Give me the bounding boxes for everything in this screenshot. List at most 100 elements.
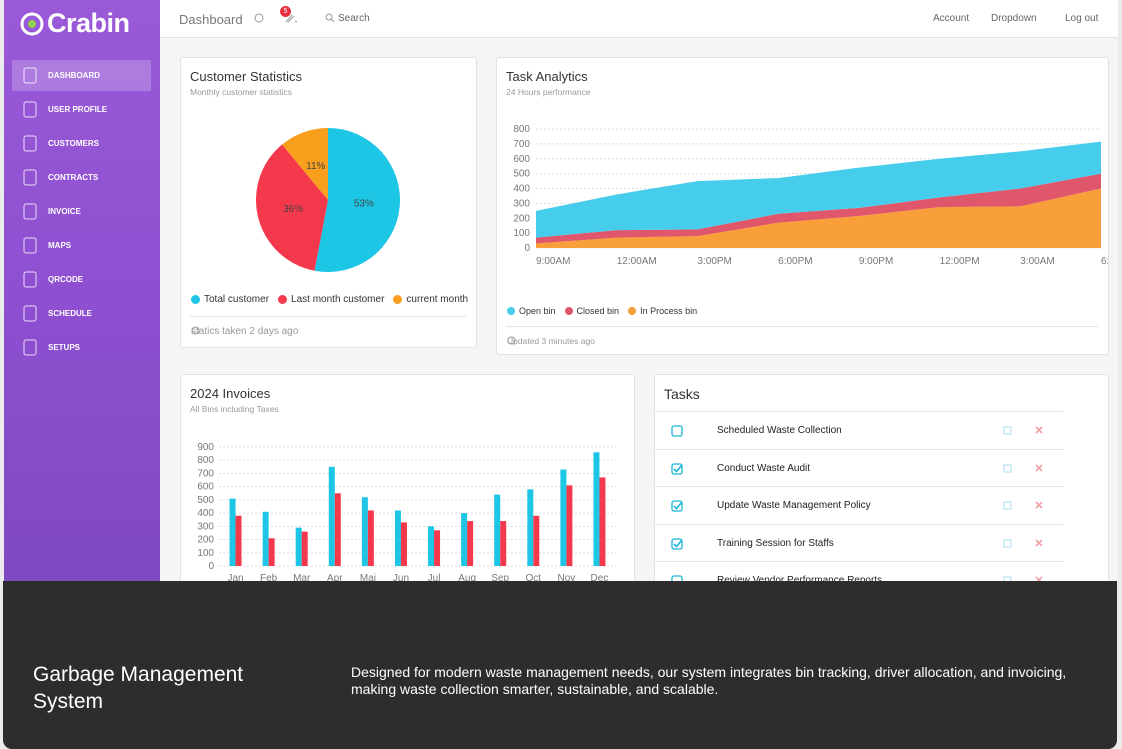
x-tick-label: 3:00PM bbox=[697, 256, 731, 267]
x-tick-label: 9:00PM bbox=[859, 256, 893, 267]
menu-item[interactable]: QRCODE bbox=[12, 264, 151, 295]
legend-item: Closed bin bbox=[564, 306, 619, 316]
x-tick-label: 9:00AM bbox=[536, 256, 570, 267]
notification-icon[interactable] bbox=[284, 12, 298, 24]
legend-swatch bbox=[393, 295, 403, 304]
card-subtitle: Monthly customer statistics bbox=[190, 87, 293, 97]
edit-button[interactable] bbox=[1003, 463, 1013, 473]
checkbox-box bbox=[671, 462, 683, 475]
task-checkbox[interactable] bbox=[671, 500, 683, 512]
edit-button[interactable] bbox=[1003, 500, 1013, 510]
delete-button[interactable] bbox=[1035, 501, 1043, 509]
card-footer: statics taken 2 days ago bbox=[191, 326, 298, 337]
pie-label: 11% bbox=[306, 161, 325, 172]
task-text: Scheduled Waste Collection bbox=[717, 425, 842, 436]
x-tick-label: Sep bbox=[491, 573, 509, 581]
menu-item[interactable]: SETUPS bbox=[12, 332, 151, 363]
bar bbox=[461, 513, 468, 566]
menu-item[interactable]: CONTRACTS bbox=[12, 162, 151, 193]
y-tick-label: 200 bbox=[197, 535, 214, 546]
notification-badge: 5 bbox=[280, 6, 291, 17]
menu-label: MAPS bbox=[48, 241, 72, 250]
x-tick-label: Jan bbox=[227, 573, 243, 581]
task-checkbox[interactable] bbox=[671, 462, 683, 475]
legend-item: Open bin bbox=[507, 306, 556, 316]
menu-item[interactable]: USER PROFILE bbox=[12, 94, 151, 125]
icon-shape bbox=[1003, 464, 1012, 472]
icon-shape bbox=[23, 305, 37, 322]
nav-link[interactable]: Dropdown bbox=[991, 13, 1037, 24]
menu-item[interactable]: SCHEDULE bbox=[12, 298, 151, 329]
nav-link[interactable]: Account bbox=[933, 13, 970, 24]
bar bbox=[593, 452, 600, 566]
sidebar: Crabin DASHBOARD USER PROFILE CUSTOMERS CON… bbox=[4, 0, 160, 581]
edit-button[interactable] bbox=[1003, 575, 1013, 581]
card-subtitle: All Bins including Taxes bbox=[190, 404, 279, 414]
pie-slice bbox=[314, 128, 400, 272]
globe-icon[interactable] bbox=[254, 13, 264, 23]
x-tick-label: Mar bbox=[293, 573, 311, 581]
legend-label: Last month customer bbox=[291, 294, 385, 305]
menu-item[interactable]: MAPS bbox=[12, 230, 151, 261]
pie-chart: 53% 36% 11% bbox=[256, 128, 400, 272]
y-tick-label: 100 bbox=[197, 548, 214, 559]
x-tick-label: Mai bbox=[360, 573, 376, 581]
card-title: 2024 Invoices bbox=[190, 386, 271, 401]
delete-button[interactable] bbox=[1035, 463, 1043, 472]
card-title: Customer Statistics bbox=[190, 69, 302, 84]
card-footer: Updated 3 minutes ago bbox=[507, 336, 595, 346]
pie-slice bbox=[256, 144, 328, 271]
logo-text: Crabin bbox=[47, 8, 130, 38]
x-tick-label: Nov bbox=[557, 573, 575, 581]
legend-swatch bbox=[564, 307, 573, 315]
x-tick-label: Feb bbox=[260, 573, 278, 581]
icon-shape bbox=[1035, 463, 1043, 472]
delete-button[interactable] bbox=[1035, 426, 1043, 434]
x-tick-label: Aug bbox=[458, 573, 476, 581]
menu-item[interactable]: DASHBOARD bbox=[12, 60, 151, 91]
bar bbox=[467, 521, 474, 566]
menu-item[interactable]: CUSTOMERS bbox=[12, 128, 151, 159]
footer-panel: Garbage Management System Designed for m… bbox=[3, 581, 1117, 749]
card-title: Task Analytics bbox=[506, 69, 588, 84]
task-checkbox[interactable] bbox=[671, 425, 683, 437]
pie-label: 36% bbox=[283, 204, 303, 215]
bar bbox=[500, 521, 507, 566]
task-checkbox[interactable] bbox=[671, 537, 683, 550]
tasks-card: Tasks Scheduled Waste Collection Conduct W… bbox=[654, 374, 1109, 581]
legend-item: current month bbox=[393, 294, 468, 305]
delete-button[interactable] bbox=[1035, 538, 1043, 547]
bar bbox=[533, 515, 540, 566]
menu-label: CONTRACTS bbox=[48, 173, 99, 182]
edit-button[interactable] bbox=[1003, 538, 1013, 548]
icon-shape bbox=[1035, 426, 1043, 434]
footer-text: statics taken 2 days ago bbox=[191, 326, 299, 337]
card-title: Tasks bbox=[664, 386, 700, 402]
area bbox=[536, 188, 1101, 248]
menu-item[interactable]: INVOICE bbox=[12, 196, 151, 227]
icon-shape bbox=[1035, 538, 1043, 547]
task-text: Update Waste Management Policy bbox=[717, 500, 871, 511]
icon-shape bbox=[23, 169, 37, 186]
icon-shape bbox=[1003, 576, 1012, 581]
area bbox=[536, 173, 1101, 244]
nav-link[interactable]: Log out bbox=[1065, 13, 1099, 24]
footer-text: Updated 3 minutes ago bbox=[507, 336, 595, 346]
legend-label: In Process bin bbox=[640, 306, 698, 316]
search-input[interactable]: Search bbox=[338, 13, 370, 24]
checkbox-box bbox=[671, 575, 683, 581]
icon-shape bbox=[1035, 576, 1043, 581]
edit-button[interactable] bbox=[1003, 425, 1013, 435]
footer-icon bbox=[191, 326, 200, 335]
area bbox=[536, 141, 1101, 238]
logo: Crabin bbox=[20, 8, 130, 39]
bar-chart: 0 100 200 300 400 500 600 700 800 900 Jan Feb Mar Apr… bbox=[197, 442, 616, 581]
icon-shape bbox=[191, 326, 200, 335]
y-tick-label: 200 bbox=[513, 213, 530, 224]
delete-button[interactable] bbox=[1035, 576, 1043, 581]
legend-item: Last month customer bbox=[278, 294, 384, 305]
task-checkbox[interactable] bbox=[671, 575, 683, 581]
checkbox-tick bbox=[673, 501, 683, 510]
icon-shape bbox=[1003, 426, 1012, 435]
menu-icon bbox=[23, 169, 37, 186]
